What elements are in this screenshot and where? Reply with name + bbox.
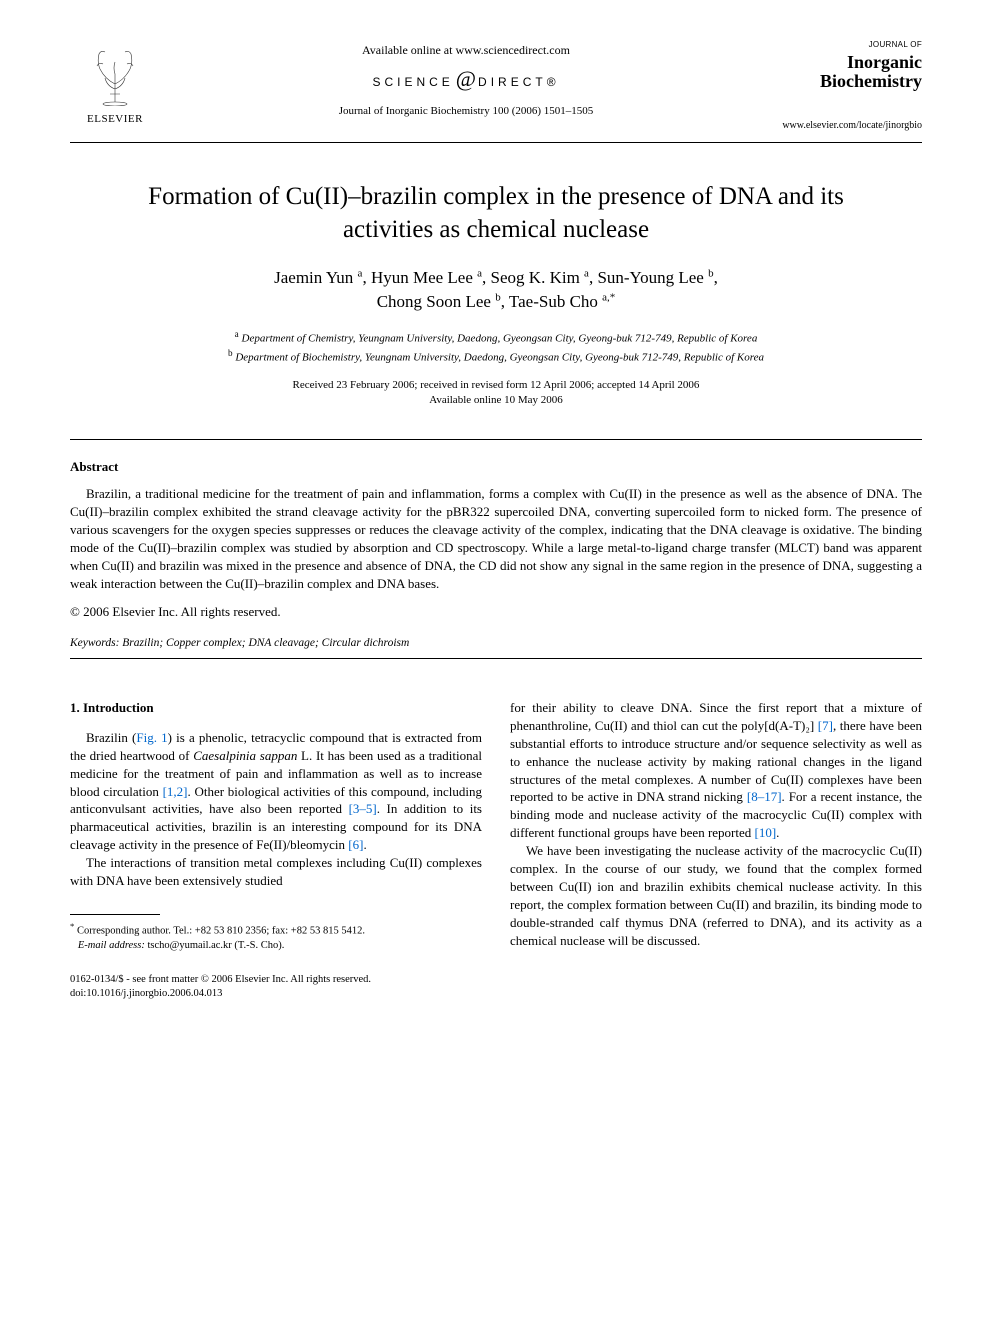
- figure-link[interactable]: Fig. 1: [136, 730, 167, 745]
- dates-l1: Received 23 February 2006; received in r…: [293, 379, 700, 391]
- intro-para-1: Brazilin (Fig. 1) is a phenolic, tetracy…: [70, 729, 482, 855]
- affiliations: a Department of Chemistry, Yeungnam Univ…: [70, 328, 922, 366]
- intro-para-2: The interactions of transition metal com…: [70, 854, 482, 890]
- citation-link[interactable]: [3–5]: [349, 801, 377, 816]
- affil-b: Department of Biochemistry, Yeungnam Uni…: [233, 351, 764, 363]
- corresponding-footnote: * Corresponding author. Tel.: +82 53 810…: [70, 921, 482, 953]
- author-seg: , Hyun Mee Lee: [362, 268, 477, 287]
- journal-reference: Journal of Inorganic Biochemistry 100 (2…: [160, 104, 772, 119]
- journal-name-l2: Biochemistry: [820, 71, 922, 91]
- header-right: JOURNAL OF Inorganic Biochemistry www.el…: [772, 40, 922, 132]
- footer-l1: 0162-0134/$ - see front matter © 2006 El…: [70, 974, 371, 985]
- footer-l2: doi:10.1016/j.jinorgbio.2006.04.013: [70, 988, 222, 999]
- copyright-line: © 2006 Elsevier Inc. All rights reserved…: [70, 603, 922, 621]
- page-footer: 0162-0134/$ - see front matter © 2006 El…: [70, 973, 922, 1001]
- citation-link[interactable]: [8–17]: [747, 789, 782, 804]
- author-seg: , Seog K. Kim: [482, 268, 584, 287]
- txt: .: [363, 837, 366, 852]
- intro-para-2-cont: for their ability to cleave DNA. Since t…: [510, 699, 922, 843]
- affil-a: Department of Chemistry, Yeungnam Univer…: [239, 332, 758, 344]
- elsevier-tree-icon: [80, 40, 150, 110]
- journal-name-l1: Inorganic: [847, 52, 922, 72]
- author-seg: ,: [714, 268, 718, 287]
- footnote-corr: Corresponding author. Tel.: +82 53 810 2…: [74, 926, 365, 937]
- footnote-rule: [70, 914, 160, 915]
- author-seg: Chong Soon Lee: [377, 292, 496, 311]
- elsevier-name: ELSEVIER: [70, 112, 160, 127]
- email-address: tscho@yumail.ac.kr (T.-S. Cho).: [145, 940, 285, 951]
- sd-right: DIRECT®: [478, 75, 560, 89]
- intro-heading: 1. Introduction: [70, 699, 482, 717]
- email-label: E-mail address:: [78, 940, 145, 951]
- citation-link[interactable]: [1,2]: [163, 784, 188, 799]
- citation-link[interactable]: [6]: [348, 837, 363, 852]
- authors: Jaemin Yun a, Hyun Mee Lee a, Seog K. Ki…: [70, 266, 922, 314]
- sd-d-icon: @: [456, 66, 476, 91]
- left-column: 1. Introduction Brazilin (Fig. 1) is a p…: [70, 699, 482, 953]
- journal-header: ELSEVIER Available online at www.science…: [70, 40, 922, 134]
- header-rule: [70, 142, 922, 143]
- txt: Brazilin (: [86, 730, 136, 745]
- author-seg: , Tae-Sub Cho: [501, 292, 602, 311]
- available-online-text: Available online at www.sciencedirect.co…: [160, 42, 772, 58]
- intro-para-3: We have been investigating the nuclease …: [510, 842, 922, 950]
- txt: .: [776, 825, 779, 840]
- abstract-body: Brazilin, a traditional medicine for the…: [70, 485, 922, 593]
- journal-name-logo: Inorganic Biochemistry: [772, 53, 922, 91]
- author-seg: Jaemin Yun: [274, 268, 357, 287]
- journal-label: JOURNAL OF: [772, 40, 922, 51]
- article-dates: Received 23 February 2006; received in r…: [70, 378, 922, 409]
- citation-link[interactable]: [7]: [818, 718, 833, 733]
- right-column: for their ability to cleave DNA. Since t…: [510, 699, 922, 953]
- citation-link[interactable]: [10]: [755, 825, 777, 840]
- sd-left: SCIENCE: [372, 75, 453, 89]
- header-center: Available online at www.sciencedirect.co…: [160, 40, 772, 119]
- article-title: Formation of Cu(II)–brazilin complex in …: [110, 181, 882, 246]
- keywords: Keywords: Brazilin; Copper complex; DNA …: [70, 636, 922, 652]
- affil-sup: a,*: [602, 291, 615, 303]
- abstract-heading: Abstract: [70, 458, 922, 476]
- keywords-label: Keywords:: [70, 637, 119, 649]
- elsevier-logo-block: ELSEVIER: [70, 40, 160, 127]
- sciencedirect-logo: SCIENCE@DIRECT®: [160, 64, 772, 94]
- species-name: Caesalpinia sappan: [193, 748, 297, 763]
- dates-l2: Available online 10 May 2006: [429, 394, 563, 406]
- keywords-text: Brazilin; Copper complex; DNA cleavage; …: [119, 637, 409, 649]
- author-seg: , Sun-Young Lee: [589, 268, 708, 287]
- post-abstract-rule: [70, 658, 922, 659]
- pre-abstract-rule: [70, 439, 922, 440]
- body-columns: 1. Introduction Brazilin (Fig. 1) is a p…: [70, 699, 922, 953]
- locate-url: www.elsevier.com/locate/jinorgbio: [772, 119, 922, 133]
